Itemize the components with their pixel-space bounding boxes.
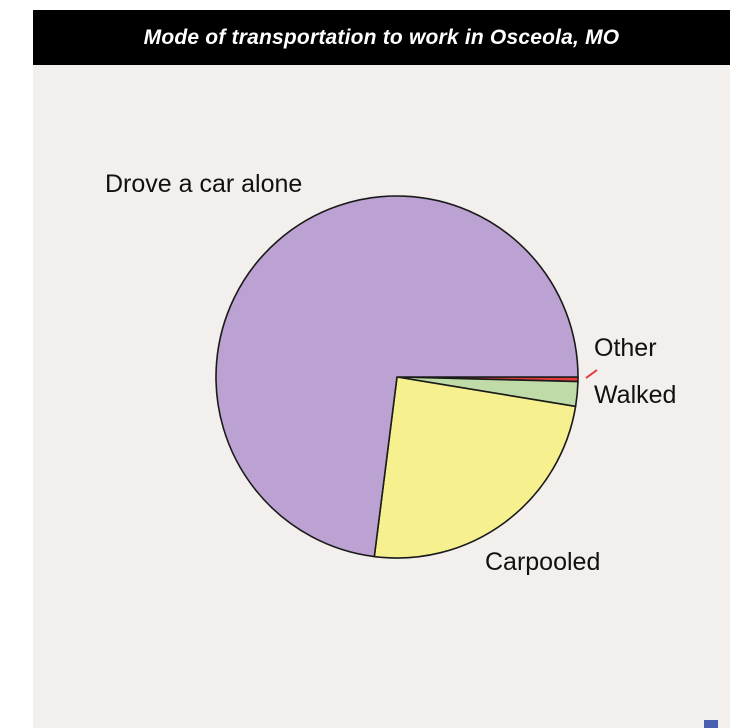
chart-container: Mode of transportation to work in Osceol… — [33, 10, 730, 728]
chart-title: Mode of transportation to work in Osceol… — [143, 25, 620, 49]
slice-labels: Drove a car alone Carpooled Walked Other — [105, 170, 676, 576]
slice-label-drove-alone: Drove a car alone — [105, 170, 302, 198]
leader-line-other — [585, 369, 598, 379]
slice-carpooled — [373, 376, 577, 559]
leader-lines — [585, 369, 598, 379]
title-bar: Mode of transportation to work in Osceol… — [33, 10, 730, 65]
slice-drove-alone — [215, 195, 579, 558]
pie-slices — [215, 195, 579, 559]
slice-label-walked: Walked — [594, 381, 676, 409]
pie-chart: Drove a car alone Carpooled Walked Other — [105, 170, 676, 576]
corner-logo-fragment — [704, 720, 718, 728]
slice-label-carpooled: Carpooled — [485, 548, 600, 576]
slice-label-other: Other — [594, 334, 657, 362]
